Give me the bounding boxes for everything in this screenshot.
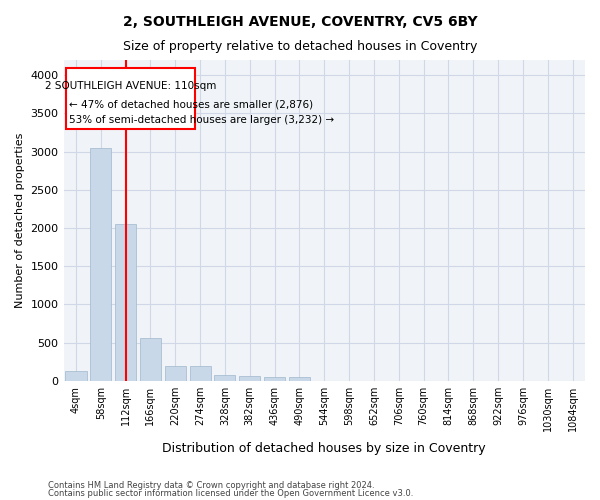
Bar	[190, 366, 211, 381]
Bar	[239, 376, 260, 381]
Text: Size of property relative to detached houses in Coventry: Size of property relative to detached ho…	[123, 40, 477, 53]
Text: 2 SOUTHLEIGH AVENUE: 110sqm: 2 SOUTHLEIGH AVENUE: 110sqm	[45, 82, 216, 92]
FancyBboxPatch shape	[66, 68, 195, 128]
Bar	[65, 371, 86, 381]
Bar	[289, 377, 310, 381]
Bar	[264, 377, 285, 381]
Y-axis label: Number of detached properties: Number of detached properties	[15, 132, 25, 308]
Bar	[165, 366, 186, 381]
Text: 53% of semi-detached houses are larger (3,232) →: 53% of semi-detached houses are larger (…	[68, 115, 334, 125]
X-axis label: Distribution of detached houses by size in Coventry: Distribution of detached houses by size …	[163, 442, 486, 455]
Text: 2, SOUTHLEIGH AVENUE, COVENTRY, CV5 6BY: 2, SOUTHLEIGH AVENUE, COVENTRY, CV5 6BY	[122, 15, 478, 29]
Text: ← 47% of detached houses are smaller (2,876): ← 47% of detached houses are smaller (2,…	[68, 100, 313, 110]
Bar	[140, 338, 161, 381]
Bar	[214, 374, 235, 381]
Text: Contains public sector information licensed under the Open Government Licence v3: Contains public sector information licen…	[48, 488, 413, 498]
Text: Contains HM Land Registry data © Crown copyright and database right 2024.: Contains HM Land Registry data © Crown c…	[48, 481, 374, 490]
Bar	[115, 224, 136, 381]
Bar	[90, 148, 112, 381]
